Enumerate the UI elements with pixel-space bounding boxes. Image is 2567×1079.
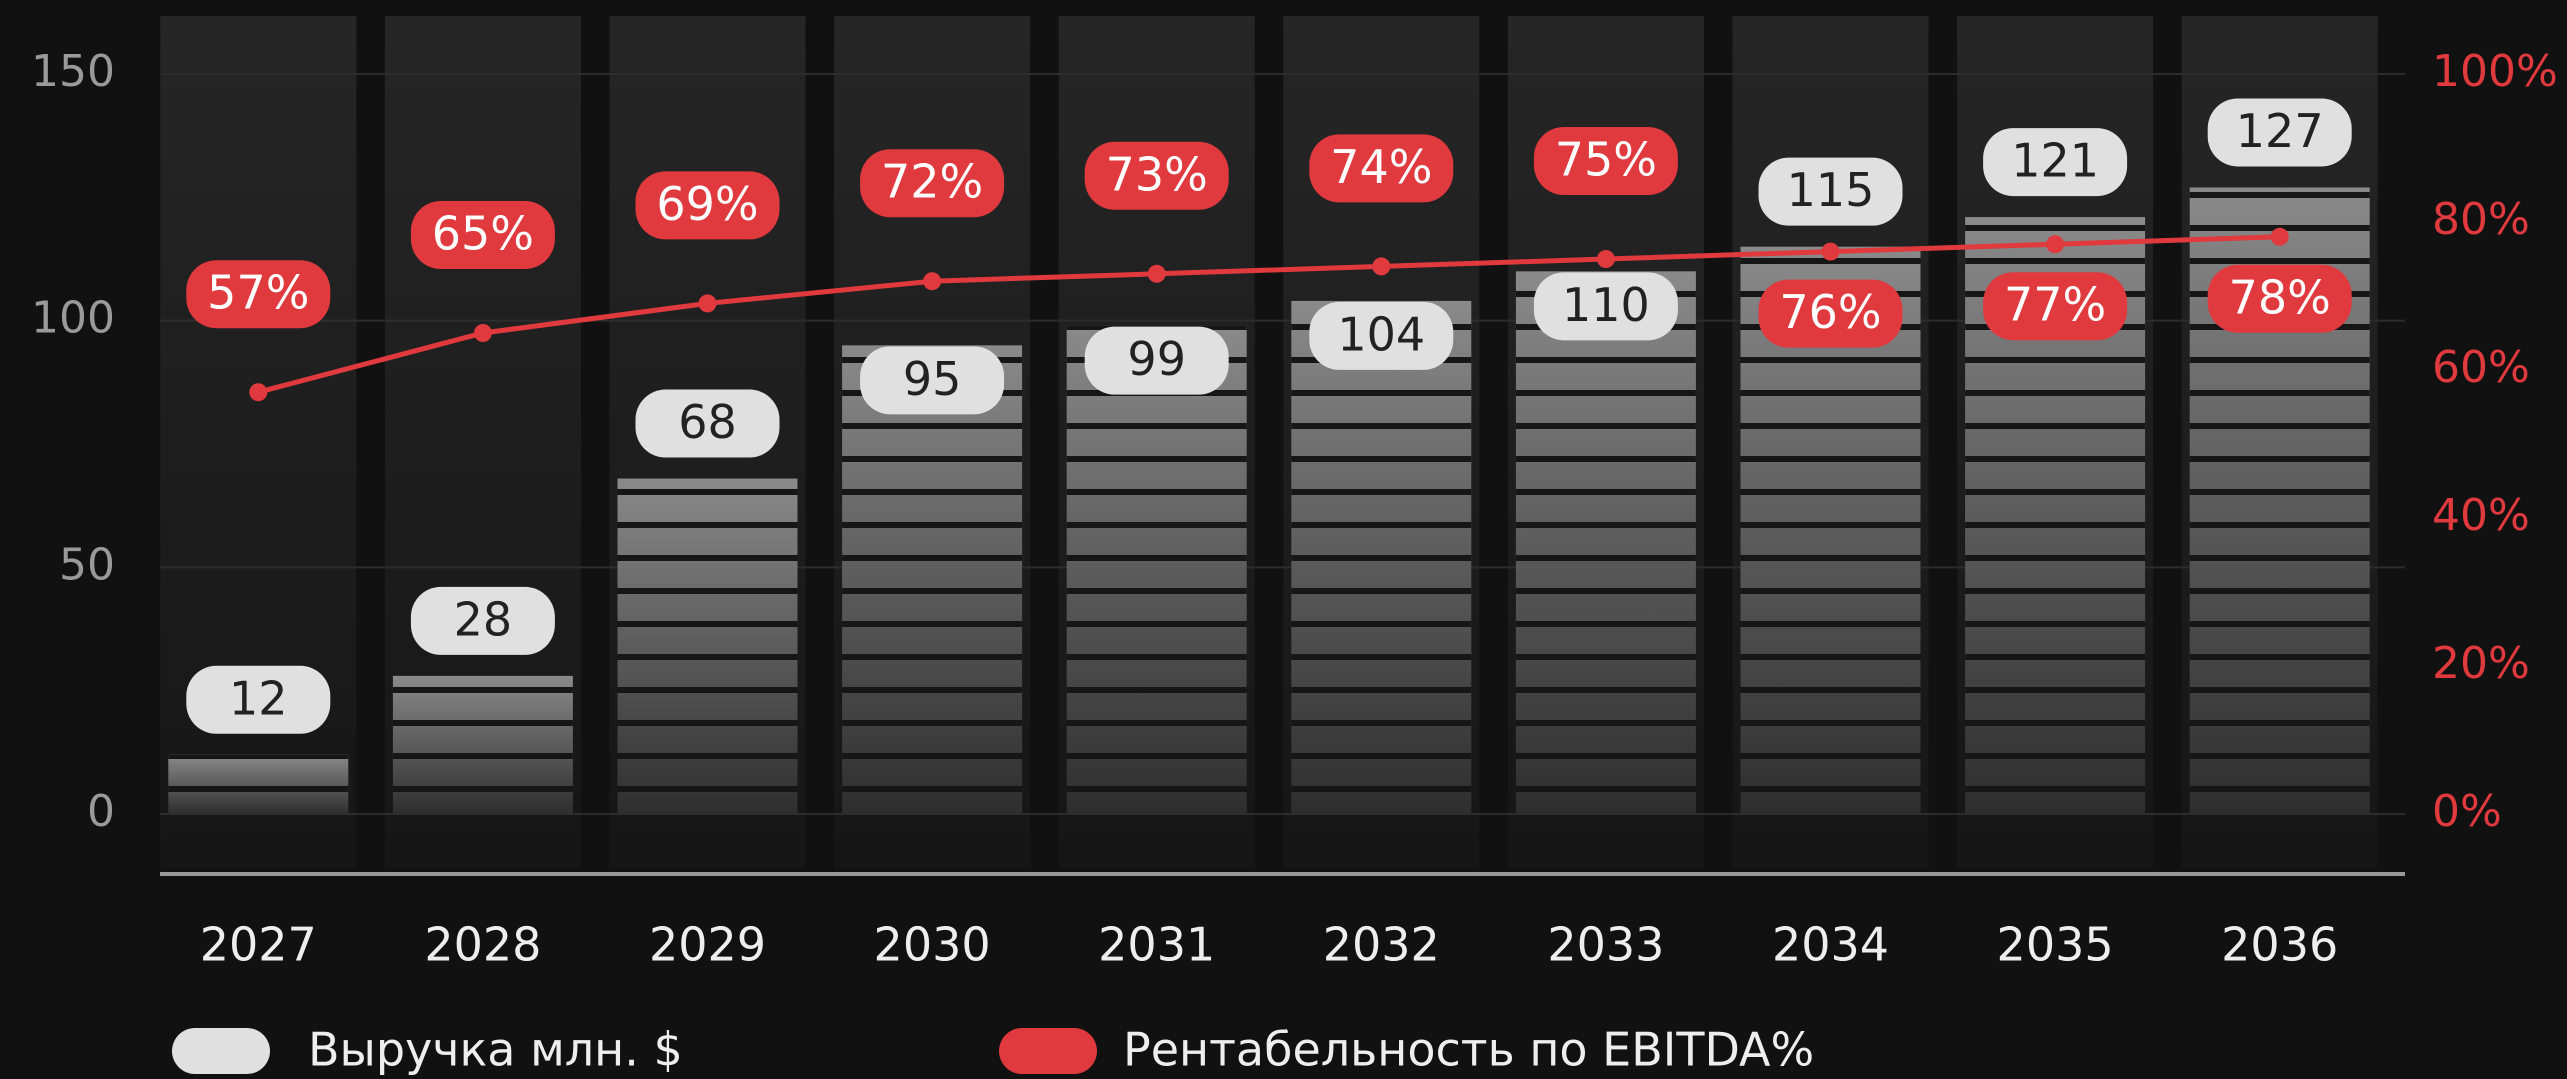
line-point [2046, 235, 2065, 254]
bar-stripes [617, 478, 798, 814]
bar-value-label: 68 [678, 395, 737, 449]
line-point [923, 272, 942, 291]
y-tick-label: 0 [87, 786, 115, 837]
line-point [1596, 250, 1615, 268]
bar-value-label-bg [1533, 272, 1678, 341]
x-tick-label: 2036 [2221, 918, 2338, 972]
x-tick-label: 2034 [1772, 918, 1889, 972]
bar-value-label: 95 [903, 352, 962, 406]
x-tick-label: 2030 [874, 918, 991, 972]
line-point [473, 324, 492, 342]
bar-value-label: 104 [1337, 307, 1425, 361]
bar-value-label-bg [1309, 301, 1454, 370]
bar-value-label-bg [860, 346, 1005, 415]
x-tick-label: 2027 [200, 918, 317, 972]
bar-stripes [1515, 271, 1696, 814]
bar-value-label: 28 [454, 592, 513, 646]
legend-label: Выручка млн. $ [308, 1023, 683, 1076]
y2-tick-label: 60% [2432, 342, 2530, 393]
y-tick-label: 150 [31, 46, 115, 97]
y2-tick-label: 0% [2432, 786, 2502, 837]
line-point [1147, 264, 1166, 283]
line-value-label: 69% [656, 177, 758, 231]
bar-value-label-bg [1084, 326, 1229, 395]
bar-value-label: 127 [2236, 104, 2324, 158]
bar-value-label-bg [635, 389, 780, 458]
line [257, 234, 2280, 395]
bar-value-label: 121 [2011, 134, 2099, 188]
y2-tick-label: 20% [2432, 638, 2530, 689]
x-tick-label: 2028 [424, 918, 541, 972]
line-value-label: 65% [432, 207, 534, 261]
bar-value-label: 115 [1787, 163, 1875, 217]
y-tick-label: 50 [59, 539, 115, 590]
bar-value-label-bg [2207, 98, 2352, 167]
line-value-label: 78% [2229, 270, 2331, 324]
line-point [1821, 242, 1840, 261]
y-tick-label: 100 [31, 293, 115, 344]
line-value-label-bg [1983, 272, 2128, 341]
line-value-label-bg [635, 171, 780, 240]
x-tick-label: 2031 [1098, 918, 1215, 972]
line-point [2270, 227, 2289, 246]
line-value-label: 57% [207, 266, 309, 320]
bar-value-label: 99 [1127, 332, 1186, 386]
bar-stripes [1291, 300, 1472, 814]
line-value-label: 77% [2004, 278, 2106, 332]
bar-value-label: 110 [1562, 278, 1650, 332]
column-background [160, 16, 357, 868]
legend-label: Рентабельность по EBITDA% [1123, 1023, 1814, 1076]
y2-tick-label: 40% [2432, 490, 2530, 541]
bar-stripes [392, 675, 573, 814]
line-value-label: 72% [881, 155, 983, 209]
line-value-label-bg [1533, 127, 1678, 195]
legend-swatch [999, 1028, 1097, 1074]
bar-value-label-bg [410, 586, 555, 655]
y2-tick-label: 100% [2432, 46, 2558, 97]
line-value-label: 74% [1330, 140, 1432, 194]
line-point [698, 294, 717, 313]
line-value-label-bg [860, 149, 1005, 218]
line-value-label: 75% [1555, 133, 1657, 187]
bar-value-label-bg [1983, 128, 2128, 197]
bar-stripes [842, 345, 1023, 814]
x-tick-label: 2032 [1323, 918, 1440, 972]
line-value-label: 73% [1106, 147, 1208, 201]
bar-stripes [1066, 325, 1247, 814]
bar-value-label: 12 [229, 671, 288, 725]
line-value-label-bg [1084, 141, 1229, 210]
line-value-label-bg [410, 201, 555, 269]
bar-stripes [168, 754, 349, 814]
bar-value-label-bg [186, 665, 331, 734]
line-value-label-bg [1758, 279, 1903, 348]
line-value-label-bg [1309, 134, 1454, 203]
y2-tick-label: 80% [2432, 194, 2530, 245]
line-point [249, 383, 268, 402]
x-tick-label: 2033 [1547, 918, 1664, 972]
line-value-label: 76% [1779, 285, 1881, 339]
x-tick-label: 2035 [1997, 918, 2114, 972]
legend-swatch [172, 1028, 270, 1074]
line-value-label-bg [186, 260, 331, 329]
x-tick-label: 2029 [649, 918, 766, 972]
bar-value-label-bg [1758, 157, 1903, 226]
line-point [1372, 257, 1391, 276]
line-value-label-bg [2207, 264, 2352, 333]
